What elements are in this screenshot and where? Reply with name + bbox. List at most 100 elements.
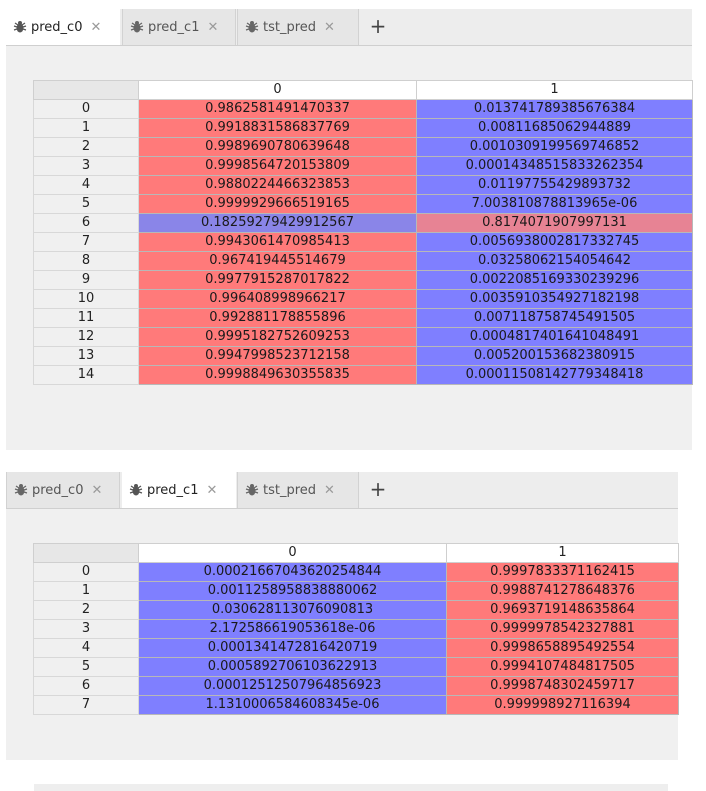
table-row[interactable]: 7 1.1310006584608345e-06 0.999998927116394 <box>33 695 679 715</box>
table-row[interactable]: 2 0.9989690780639648 0.0010309199569746852 <box>33 137 693 157</box>
close-icon[interactable]: ✕ <box>206 482 218 498</box>
cell-value[interactable]: 0.013741789385676384 <box>416 99 693 119</box>
table-row[interactable]: 10 0.996408998966217 0.0035910354927182198 <box>33 289 693 309</box>
table-row[interactable]: 14 0.9998849630355835 0.000115081427793484… <box>33 365 693 385</box>
cell-value[interactable]: 0.00021667043620254844 <box>138 562 447 582</box>
row-index[interactable]: 2 <box>33 600 139 620</box>
cell-value[interactable]: 0.0004817401641048491 <box>416 327 693 347</box>
cell-value[interactable]: 0.9989690780639648 <box>138 137 417 157</box>
table-row[interactable]: 4 0.0001341472816420719 0.9998658895492554 <box>33 638 679 658</box>
cell-value[interactable]: 0.9918831586837769 <box>138 118 417 138</box>
row-index[interactable]: 2 <box>33 137 139 157</box>
cell-value[interactable]: 0.03258062154054642 <box>416 251 693 271</box>
tab-pred-c1[interactable]: pred_c1 ✕ <box>122 9 236 45</box>
table-row[interactable]: 5 0.9999929666519165 7.003810878813965e-06 <box>33 194 693 214</box>
cell-value[interactable]: 0.996408998966217 <box>138 289 417 309</box>
cell-value[interactable]: 0.9693719148635864 <box>446 600 679 620</box>
cell-value[interactable]: 0.007118758745491505 <box>416 308 693 328</box>
cell-value[interactable]: 0.00811685062944889 <box>416 118 693 138</box>
row-index[interactable]: 1 <box>33 581 139 601</box>
cell-value[interactable]: 0.9998658895492554 <box>446 638 679 658</box>
cell-value[interactable]: 0.967419445514679 <box>138 251 417 271</box>
tab-pred-c1[interactable]: pred_c1 ✕ <box>122 472 236 508</box>
table-row[interactable]: 3 2.172586619053618e-06 0.9999978542327881 <box>33 619 679 639</box>
table-row[interactable]: 9 0.9977915287017822 0.0022085169330239296 <box>33 270 693 290</box>
row-index[interactable]: 6 <box>33 676 139 696</box>
row-index[interactable]: 12 <box>33 327 139 347</box>
table-row[interactable]: 13 0.9947998523712158 0.005200153682380915 <box>33 346 693 366</box>
cell-value[interactable]: 0.9999978542327881 <box>446 619 679 639</box>
cell-value[interactable]: 0.992881178855896 <box>138 308 417 328</box>
row-index[interactable]: 3 <box>33 619 139 639</box>
row-index[interactable]: 4 <box>33 638 139 658</box>
cell-value[interactable]: 0.030628113076090813 <box>138 600 447 620</box>
table-row[interactable]: 2 0.030628113076090813 0.9693719148635864 <box>33 600 679 620</box>
table-row[interactable]: 0 0.9862581491470337 0.013741789385676384 <box>33 99 693 119</box>
row-index[interactable]: 13 <box>33 346 139 366</box>
row-index[interactable]: 10 <box>33 289 139 309</box>
close-icon[interactable]: ✕ <box>91 482 103 498</box>
cell-value[interactable]: 0.9998849630355835 <box>138 365 417 385</box>
cell-value[interactable]: 1.1310006584608345e-06 <box>138 695 447 715</box>
cell-value[interactable]: 0.0056938002817332745 <box>416 232 693 252</box>
row-index[interactable]: 4 <box>33 175 139 195</box>
cell-value[interactable]: 0.9862581491470337 <box>138 99 417 119</box>
tab-pred-c0[interactable]: pred_c0 ✕ <box>6 9 120 45</box>
tab-tst-pred[interactable]: tst_pred ✕ <box>237 472 359 508</box>
row-index[interactable]: 14 <box>33 365 139 385</box>
close-icon[interactable]: ✕ <box>324 19 335 35</box>
cell-value[interactable]: 0.8174071907997131 <box>416 213 693 233</box>
row-index[interactable]: 7 <box>33 232 139 252</box>
add-tab-icon[interactable]: + <box>369 14 387 38</box>
column-header[interactable]: 1 <box>446 543 679 563</box>
cell-value[interactable]: 0.9994107484817505 <box>446 657 679 677</box>
table-row[interactable]: 12 0.9995182752609253 0.000481740164104849… <box>33 327 693 347</box>
table-row[interactable]: 6 0.18259279429912567 0.8174071907997131 <box>33 213 693 233</box>
cell-value[interactable]: 0.9880224466323853 <box>138 175 417 195</box>
cell-value[interactable]: 0.9988741278648376 <box>446 581 679 601</box>
cell-value[interactable]: 0.9998564720153809 <box>138 156 417 176</box>
table-row[interactable]: 1 0.0011258958838880062 0.9988741278648376 <box>33 581 679 601</box>
row-index[interactable]: 1 <box>33 118 139 138</box>
cell-value[interactable]: 0.18259279429912567 <box>138 213 417 233</box>
row-index[interactable]: 3 <box>33 156 139 176</box>
row-index[interactable]: 5 <box>33 657 139 677</box>
cell-value[interactable]: 0.00014348515833262354 <box>416 156 693 176</box>
table-row[interactable]: 4 0.9880224466323853 0.01197755429893732 <box>33 175 693 195</box>
tab-pred-c0[interactable]: pred_c0 ✕ <box>6 472 120 508</box>
column-header[interactable]: 0 <box>138 80 417 100</box>
cell-value[interactable]: 0.9977915287017822 <box>138 270 417 290</box>
row-index[interactable]: 0 <box>33 99 139 119</box>
table-row[interactable]: 7 0.9943061470985413 0.0056938002817332745 <box>33 232 693 252</box>
table-row[interactable]: 3 0.9998564720153809 0.0001434851583326235… <box>33 156 693 176</box>
cell-value[interactable]: 2.172586619053618e-06 <box>138 619 447 639</box>
cell-value[interactable]: 0.0001341472816420719 <box>138 638 447 658</box>
column-header[interactable]: 0 <box>138 543 447 563</box>
row-index[interactable]: 0 <box>33 562 139 582</box>
cell-value[interactable]: 0.9997833371162415 <box>446 562 679 582</box>
row-index[interactable]: 8 <box>33 251 139 271</box>
cell-value[interactable]: 0.0010309199569746852 <box>416 137 693 157</box>
cell-value[interactable]: 0.00011508142779348418 <box>416 365 693 385</box>
tab-tst-pred[interactable]: tst_pred ✕ <box>237 9 359 45</box>
cell-value[interactable]: 0.9943061470985413 <box>138 232 417 252</box>
close-icon[interactable]: ✕ <box>324 482 335 498</box>
cell-value[interactable]: 0.005200153682380915 <box>416 346 693 366</box>
table-row[interactable]: 11 0.992881178855896 0.007118758745491505 <box>33 308 693 328</box>
row-index[interactable]: 9 <box>33 270 139 290</box>
add-tab-icon[interactable]: + <box>369 477 387 501</box>
close-icon[interactable]: ✕ <box>90 19 102 35</box>
table-row[interactable]: 0 0.00021667043620254844 0.999783337116241… <box>33 562 679 582</box>
cell-value[interactable]: 0.9947998523712158 <box>138 346 417 366</box>
cell-value[interactable]: 0.0011258958838880062 <box>138 581 447 601</box>
row-index[interactable]: 6 <box>33 213 139 233</box>
cell-value[interactable]: 0.999998927116394 <box>446 695 679 715</box>
column-header[interactable]: 1 <box>416 80 693 100</box>
table-row[interactable]: 1 0.9918831586837769 0.00811685062944889 <box>33 118 693 138</box>
cell-value[interactable]: 0.9995182752609253 <box>138 327 417 347</box>
table-row[interactable]: 6 0.00012512507964856923 0.999874830245971… <box>33 676 679 696</box>
cell-value[interactable]: 0.0022085169330239296 <box>416 270 693 290</box>
row-index[interactable]: 5 <box>33 194 139 214</box>
cell-value[interactable]: 0.0035910354927182198 <box>416 289 693 309</box>
row-index[interactable]: 7 <box>33 695 139 715</box>
